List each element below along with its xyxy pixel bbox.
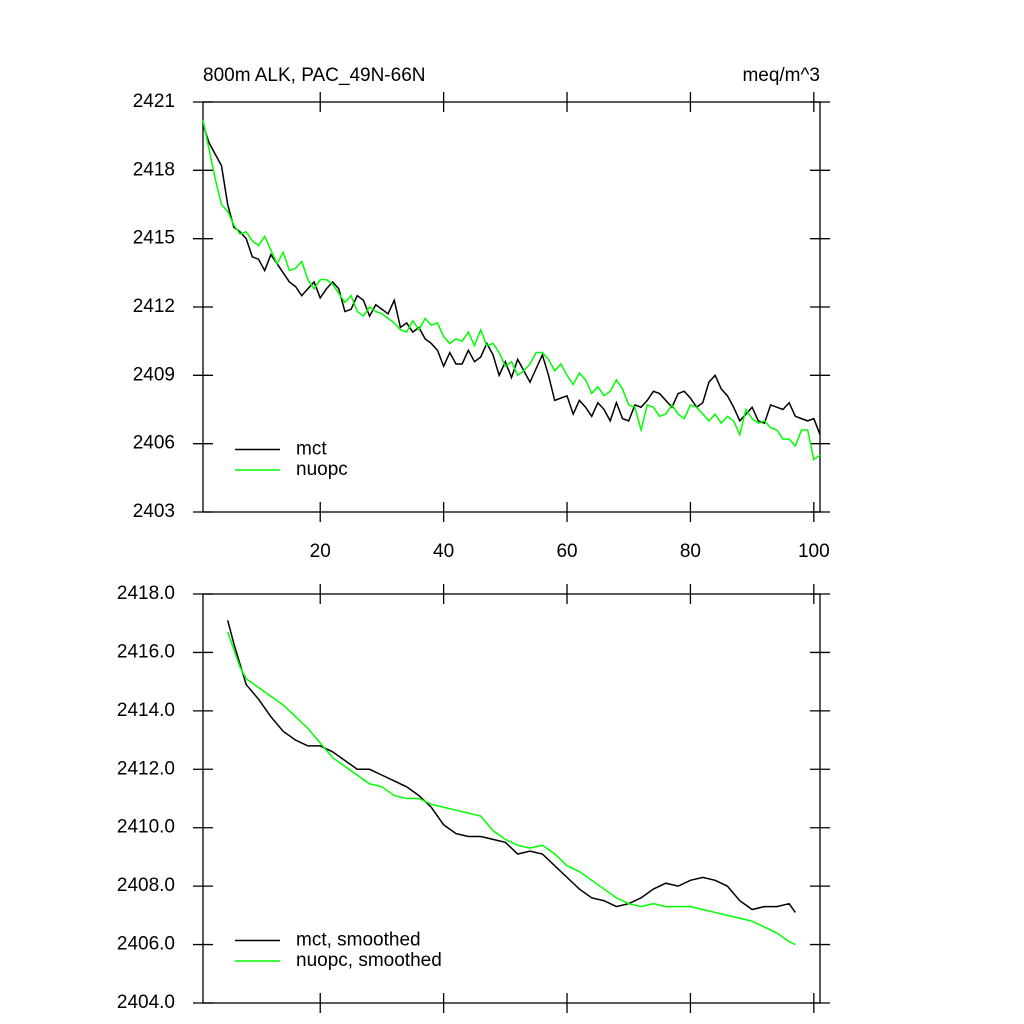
- y-tick-label: 2418.0: [117, 583, 175, 604]
- y-tick-label: 2416.0: [117, 641, 175, 662]
- y-tick-label: 2406: [133, 433, 175, 454]
- y-tick-label: 2404.0: [117, 992, 175, 1013]
- plot-frame: [202, 593, 821, 1004]
- x-tick-label: 60: [556, 541, 577, 562]
- y-tick-label: 2412.0: [117, 758, 175, 779]
- x-tick-label: 80: [680, 541, 701, 562]
- y-tick-label: 2412: [133, 296, 175, 317]
- y-tick-label: 2410.0: [117, 817, 175, 838]
- x-tick-label: 100: [798, 541, 830, 562]
- y-tick-label: 2403: [133, 501, 175, 522]
- series-line: [226, 620, 796, 913]
- legend-label: nuopc: [296, 459, 348, 480]
- series-line: [202, 124, 821, 435]
- legend-label: mct, smoothed: [296, 930, 421, 951]
- y-tick-label: 2406.0: [117, 934, 175, 955]
- legend-label: mct: [296, 439, 327, 460]
- chart-title: 800m ALK, PAC_49N-66N: [203, 65, 426, 86]
- y-tick-label: 2408.0: [117, 875, 175, 896]
- x-tick-label: 20: [310, 541, 331, 562]
- series-line: [226, 631, 796, 946]
- legend-label: nuopc, smoothed: [296, 950, 442, 971]
- y-tick-label: 2418: [133, 159, 175, 180]
- x-tick-label: 40: [433, 541, 454, 562]
- y-tick-label: 2415: [133, 228, 175, 249]
- series-line: [202, 120, 821, 461]
- unit-label: meq/m^3: [742, 65, 820, 86]
- y-tick-label: 2414.0: [117, 700, 175, 721]
- y-tick-label: 2421: [133, 91, 175, 112]
- y-tick-label: 2409: [133, 364, 175, 385]
